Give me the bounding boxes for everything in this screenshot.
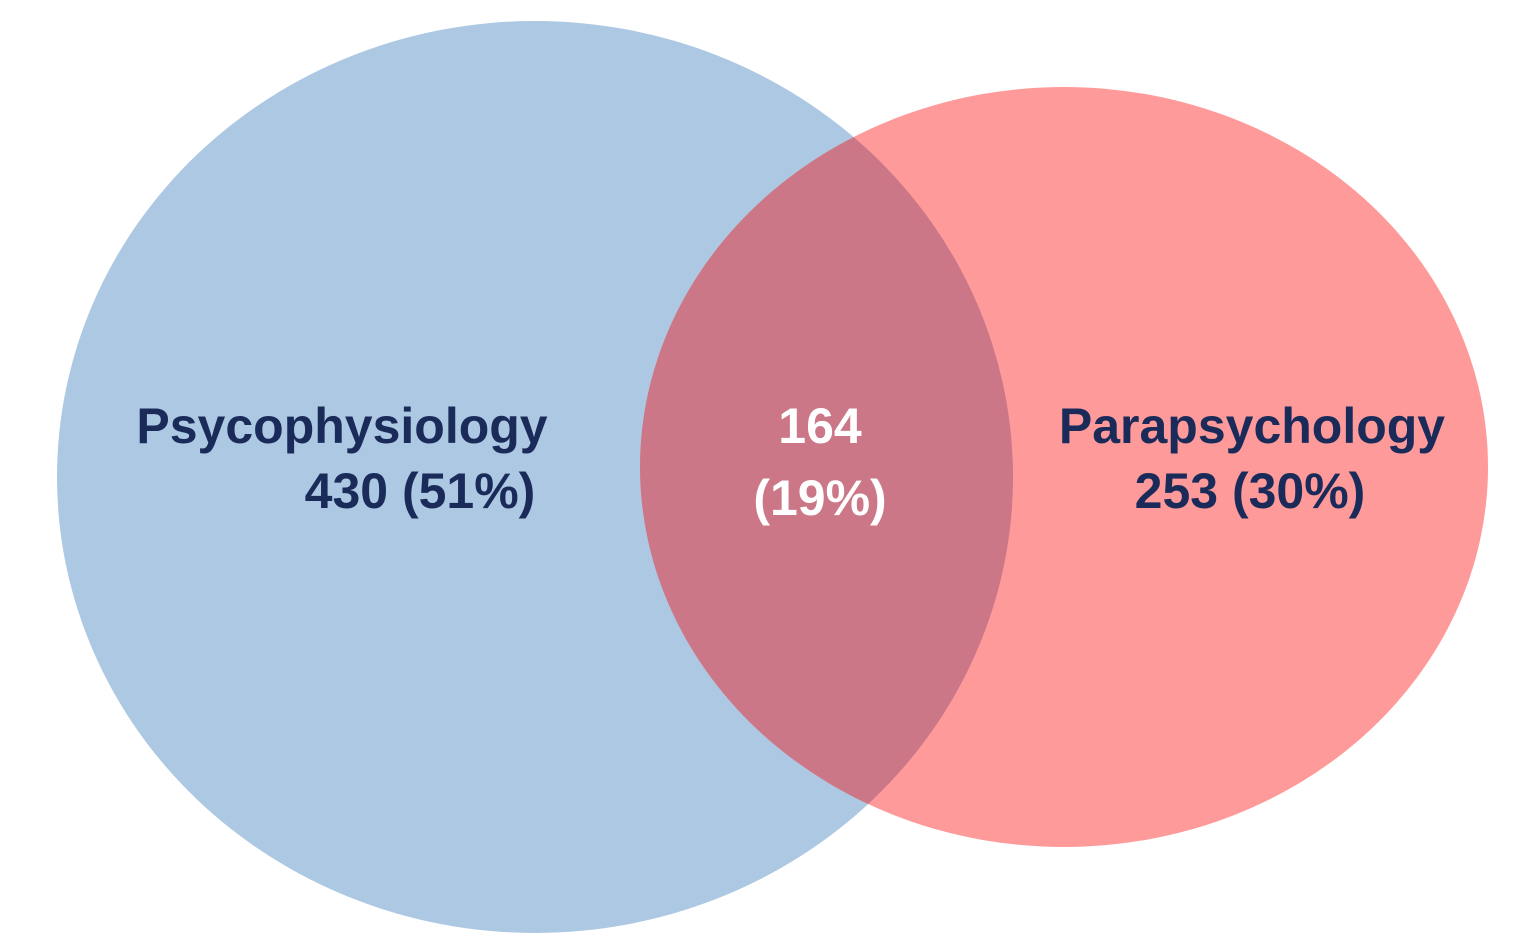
label-line: (19%): [753, 470, 886, 526]
label-line: 164: [778, 398, 862, 454]
set-value-label: 430 (51%): [305, 463, 536, 519]
intersection-value-label: 164 (19%): [753, 398, 886, 526]
set-name: Parapsychology: [1059, 398, 1445, 454]
set-value-label: 253 (30%): [1135, 463, 1366, 519]
intersection: [640, 87, 1013, 847]
set-name: Psycophysiology: [136, 398, 547, 454]
